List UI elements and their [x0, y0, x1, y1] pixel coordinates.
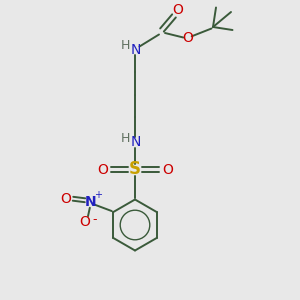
- Text: N: N: [85, 195, 96, 209]
- Text: O: O: [172, 4, 183, 17]
- Text: N: N: [130, 136, 141, 149]
- Text: O: O: [60, 192, 71, 206]
- Text: O: O: [80, 215, 91, 229]
- Text: O: O: [162, 163, 173, 176]
- Text: O: O: [97, 163, 108, 176]
- Text: +: +: [94, 190, 102, 200]
- Text: O: O: [182, 31, 193, 44]
- Text: H: H: [121, 39, 130, 52]
- Text: -: -: [92, 213, 97, 226]
- Text: N: N: [130, 43, 141, 56]
- Text: H: H: [121, 132, 130, 146]
- Text: S: S: [129, 160, 141, 178]
